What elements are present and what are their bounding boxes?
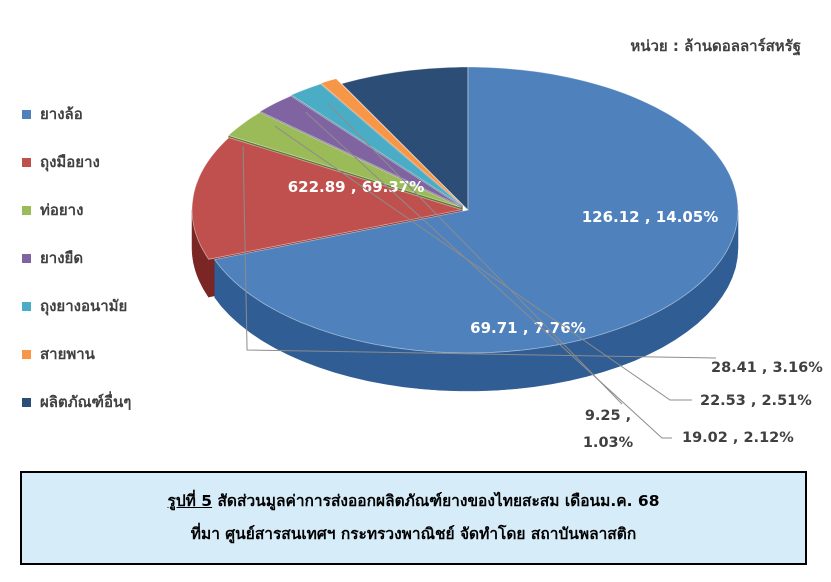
legend-item: ถุงยางอนามัย (22, 282, 131, 330)
legend-swatch (22, 157, 31, 167)
legend-swatch (22, 301, 31, 311)
legend-label: ถุงยางอนามัย (40, 297, 128, 315)
legend-item: ยางยืด (22, 234, 131, 282)
legend-swatch (22, 397, 31, 407)
data-label: 622.89 , 69.37% (288, 178, 425, 196)
pie-slice (214, 66, 739, 354)
leader-line (242, 146, 717, 359)
legend-swatch (22, 253, 31, 263)
chart-legend: ยางล้อถุงมือยางท่อยางยางยืดถุงยางอนามัยส… (22, 90, 131, 426)
legend-label: ท่อยาง (40, 201, 84, 219)
legend-label: ยางล้อ (40, 105, 83, 123)
data-label: 19.02 , 2.12% (682, 430, 794, 446)
legend-item: ยางล้อ (22, 90, 131, 138)
legend-label: สายพาน (40, 345, 95, 363)
pie-slice (191, 137, 463, 260)
pie-slice (290, 83, 463, 207)
legend-swatch (22, 205, 31, 215)
caption-line-1: รูปที่ 5 สัดส่วนมูลค่าการส่งออกผลิตภัณฑ์… (22, 487, 805, 520)
pie-chart: 622.89 , 69.37% 126.12 , 14.05% 69.71 , 7.… (191, 66, 823, 451)
leader-line (327, 103, 623, 405)
caption-title: สัดส่วนมูลค่าการส่งออกผลิตภัณฑ์ยางของไทย… (212, 492, 660, 510)
legend-item: สายพาน (22, 330, 131, 378)
legend-label: ถุงมือยาง (40, 153, 100, 171)
data-label: 69.71 , 7.76% (470, 319, 586, 337)
data-label: 1.03% (583, 435, 634, 451)
leader-line (274, 125, 692, 401)
legend-item: ท่อยาง (22, 186, 131, 234)
figure-caption: รูปที่ 5 สัดส่วนมูลค่าการส่งออกผลิตภัณฑ์… (20, 471, 807, 565)
legend-item: ผลิตภัณฑ์อื่นๆ (22, 378, 131, 426)
legend-swatch (22, 109, 31, 119)
pie-slice (259, 95, 463, 207)
pie-slice (340, 66, 469, 211)
caption-figure-number: รูปที่ 5 (167, 492, 213, 510)
legend-label: ยางยืด (40, 249, 84, 267)
unit-label: หน่วย : ล้านดอลลาร์สหรัฐ (630, 37, 801, 55)
data-label: 22.53 , 2.51% (700, 393, 812, 409)
legend-swatch (22, 349, 31, 359)
caption-line-2: ที่มา ศูนย์สารสนเทศฯ กระทรวงพาณิชย์ จัดท… (190, 525, 637, 543)
data-label: 126.12 , 14.05% (582, 208, 719, 226)
pie-slice (227, 111, 462, 208)
data-label: 9.25 , (585, 408, 631, 424)
data-label: 28.41 , 3.16% (711, 360, 823, 376)
pie-slice (319, 78, 463, 206)
legend-item: ถุงมือยาง (22, 138, 131, 186)
legend-label: ผลิตภัณฑ์อื่นๆ (40, 393, 132, 411)
leader-line (305, 111, 672, 439)
